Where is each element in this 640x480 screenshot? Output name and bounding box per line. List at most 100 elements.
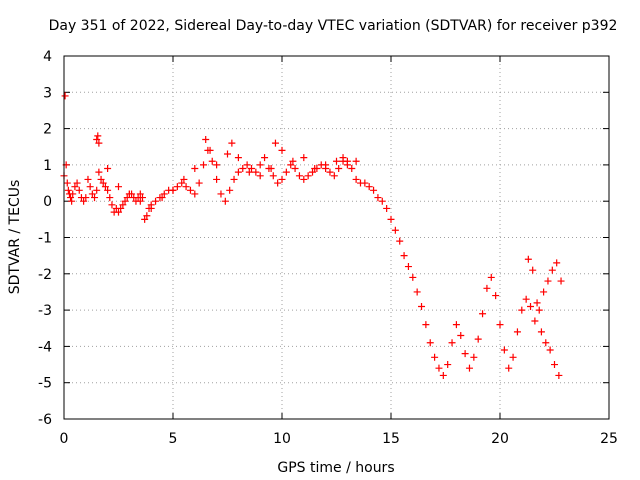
x-tick-label: 10 [273,431,291,447]
data-point [191,190,199,198]
data-point [383,204,391,212]
data-point [141,215,149,223]
data-point [370,186,378,194]
axis-ticks: 0 5 10 15 20 25 -6 -5 -4 -3 -2 -1 0 1 2 3 4 [38,49,618,447]
data-point [143,212,151,220]
data-point [522,295,530,303]
data-point [444,361,452,369]
data-point [84,175,92,183]
data-point [252,168,260,176]
data-point [261,154,269,162]
data-point [546,346,554,354]
data-point [94,132,102,140]
data-point [243,161,251,169]
data-point [291,165,299,173]
x-tick-label: 0 [60,431,69,447]
data-point [452,321,460,329]
data-point [80,197,88,205]
data-point [158,194,166,202]
data-point [95,168,103,176]
data-point [99,179,107,187]
data-point [391,226,399,234]
data-point [239,165,247,173]
data-point [470,353,478,361]
data-point [300,175,308,183]
data-point [500,346,508,354]
data-point [104,186,112,194]
data-point [138,194,146,202]
data-point [82,194,90,202]
data-point [97,175,105,183]
data-point [67,194,75,202]
y-tick-label: -3 [38,303,52,319]
data-point [117,204,125,212]
data-point [121,197,129,205]
plot-frame [63,55,610,420]
data-point [300,154,308,162]
y-tick-label: -6 [38,412,52,428]
data-point [123,194,131,202]
y-tick-label: -5 [38,376,52,392]
chart-title: Day 351 of 2022, Sidereal Day-to-day VTE… [49,18,618,34]
y-tick-label: -2 [38,267,52,283]
data-point [228,139,236,147]
x-tick-label: 25 [600,431,618,447]
data-point [256,161,264,169]
data-point [542,339,550,347]
data-point [540,288,548,296]
data-point [186,186,194,194]
data-point [160,190,168,198]
data-point [311,165,319,173]
data-point [289,157,297,165]
data-point [448,339,456,347]
data-point [400,252,408,260]
data-point [115,183,122,191]
data-point [230,175,238,183]
data-point [195,179,203,187]
data-point [483,284,491,292]
data-point [529,266,537,274]
data-point [339,154,347,162]
data-point [93,135,101,143]
series-main [60,92,565,379]
data-point [435,364,443,372]
grid [64,56,609,419]
y-tick-label: 2 [43,122,52,138]
data-point [226,186,234,194]
data-point [544,277,552,285]
data-point [537,328,545,336]
data-point [269,172,277,180]
y-tick-label: -1 [38,231,52,247]
data-point [152,197,160,205]
data-point [88,190,96,198]
data-point [365,183,373,191]
y-tick-label: -4 [38,339,52,355]
data-point [496,321,504,329]
y-tick-label: 3 [43,85,52,101]
data-point [518,306,526,314]
data-point [553,259,561,267]
data-point [461,350,469,358]
data-point [535,306,543,314]
data-point [200,161,208,169]
data-point [101,183,109,191]
data-point [409,273,417,281]
series-upper-track [93,132,563,379]
data-point [404,263,412,271]
data-point [492,292,500,300]
data-point [348,165,356,173]
data-point [71,183,79,191]
x-tick-label: 20 [491,431,509,447]
data-point [361,179,369,187]
data-point [387,215,395,223]
data-point [322,161,330,169]
data-point [422,321,430,329]
data-point [61,92,69,100]
data-point [191,165,199,173]
data-point [224,150,231,158]
data-point [531,317,539,325]
data-point [548,266,556,274]
data-point [418,302,426,310]
data-point [413,288,421,296]
data-point [245,168,253,176]
